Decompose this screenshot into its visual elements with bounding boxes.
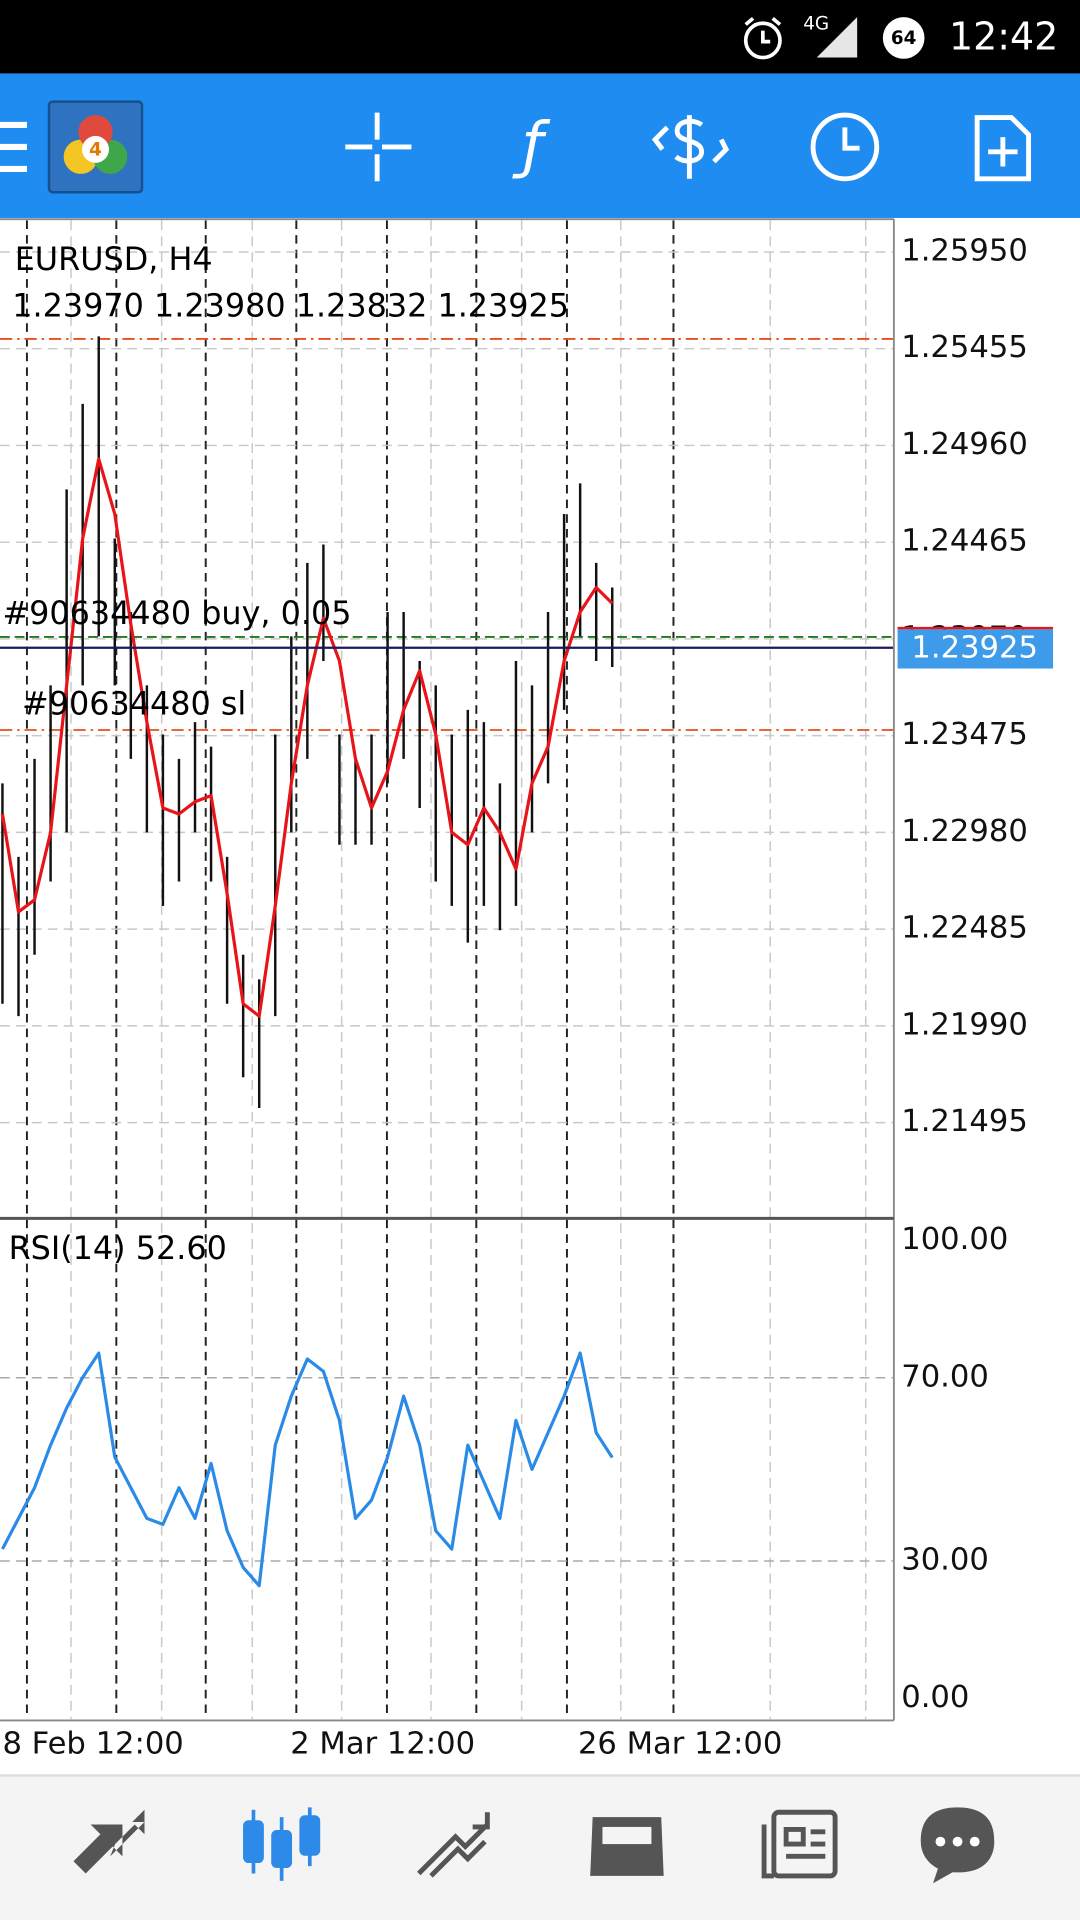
chat-tab[interactable] <box>920 1807 995 1884</box>
time-axis-label: 2 Mar 12:00 <box>290 1726 475 1761</box>
signal-icon <box>816 17 858 58</box>
time-axis-label: 8 Feb 12:00 <box>2 1726 183 1761</box>
timeframe-button[interactable] <box>810 112 880 182</box>
chart-tab[interactable] <box>243 1807 321 1881</box>
toolbar <box>0 73 1080 218</box>
alarm-icon <box>743 16 782 60</box>
ohlc-label: 1.23970 1.23980 1.23832 1.23925 <box>12 286 569 324</box>
symbol-label: EURUSD, H4 <box>15 240 213 278</box>
moving-average <box>0 457 614 1018</box>
chart-area: 1.259501.254551.249601.244651.239701.234… <box>0 220 1054 1761</box>
price-tick-label: 1.25455 <box>901 330 1028 365</box>
price-tick-label: 1.23475 <box>901 717 1028 752</box>
price-tick-label: 1.21990 <box>901 1007 1028 1042</box>
rsi-tick-label: 0.00 <box>901 1680 969 1715</box>
order-buy-label: #90634480 buy, 0.05 <box>2 594 351 632</box>
rsi-label: RSI(14) 52.60 <box>9 1229 227 1267</box>
quotes-tab[interactable] <box>73 1809 145 1874</box>
trade-tab[interactable] <box>417 1812 490 1878</box>
battery-level: 64 <box>891 28 917 49</box>
price-tick-label: 1.25950 <box>901 233 1028 268</box>
svg-text:4: 4 <box>89 140 102 161</box>
clock: 12:42 <box>949 15 1058 59</box>
price-tick-label: 1.21495 <box>901 1104 1028 1139</box>
rsi-tick-label: 100.00 <box>901 1222 1008 1257</box>
price-tick-label: 1.24465 <box>901 524 1028 559</box>
bottom-nav <box>0 1775 1080 1920</box>
news-tab[interactable] <box>761 1809 838 1879</box>
bid-label: 1.23925 <box>911 630 1038 665</box>
time-axis-label: 26 Mar 12:00 <box>578 1726 782 1761</box>
app-logo[interactable]: 4 <box>47 100 144 194</box>
network-type: 4G <box>803 13 829 34</box>
bid-label-box <box>897 629 1054 669</box>
order-sl-label: #90634480 sl <box>22 684 246 722</box>
rsi-tick-label: 70.00 <box>901 1359 989 1394</box>
price-tick-label: 1.24960 <box>901 427 1028 462</box>
new-order-button[interactable] <box>974 115 1032 182</box>
battery-icon <box>882 17 925 59</box>
menu-button[interactable] <box>0 121 27 173</box>
trade-button[interactable] <box>651 115 730 179</box>
price-tick-label: 1.22980 <box>901 814 1028 849</box>
rsi-tick-label: 30.00 <box>901 1542 989 1577</box>
rsi-line <box>1 1351 614 1588</box>
crosshair-button[interactable] <box>345 112 412 182</box>
price-tick-label: 1.22485 <box>901 911 1028 946</box>
history-tab[interactable] <box>590 1817 664 1876</box>
